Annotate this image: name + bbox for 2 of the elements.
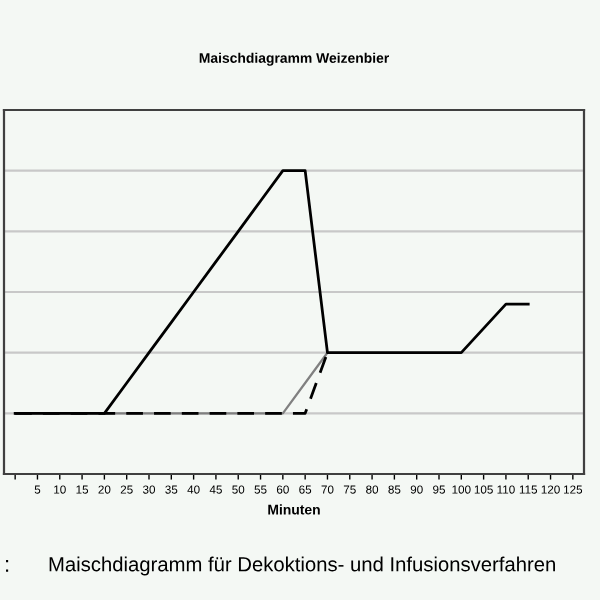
- text: Maischdiagramm für Dekoktions- und Infusionsverfahren: [49, 556, 555, 576]
- text: :: [6, 560, 9, 572]
